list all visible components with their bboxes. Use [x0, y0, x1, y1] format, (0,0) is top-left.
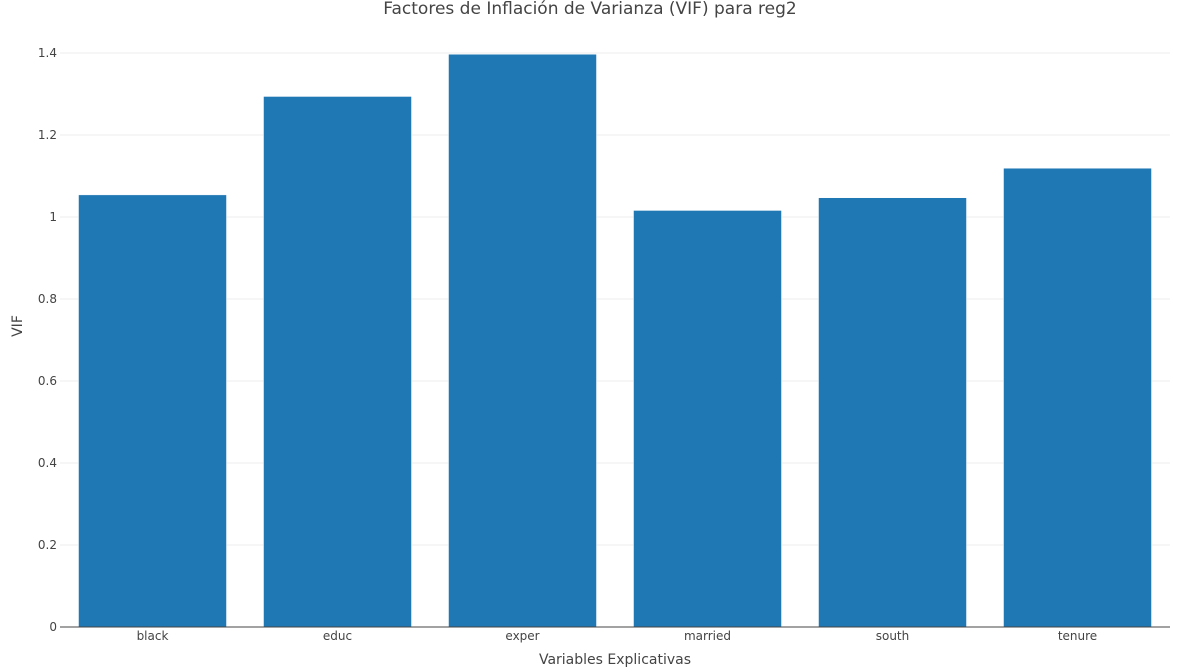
- y-tick-label: 0.6: [38, 374, 57, 388]
- x-tick-label: south: [876, 629, 910, 643]
- y-axis-title: VIF: [10, 315, 26, 337]
- x-tick-label: educ: [323, 629, 352, 643]
- bar-exper[interactable]: [448, 53, 597, 628]
- bar-educ[interactable]: [263, 96, 412, 628]
- y-tick-label: 1: [49, 210, 57, 224]
- x-axis-title: Variables Explicativas: [539, 652, 691, 667]
- y-tick-label: 1.4: [38, 46, 57, 60]
- y-tick-label: 0.8: [38, 292, 57, 306]
- bar-south[interactable]: [818, 197, 967, 628]
- x-tick-label: tenure: [1058, 629, 1097, 643]
- y-tick-label: 0: [49, 620, 57, 634]
- bar-married[interactable]: [633, 210, 782, 628]
- y-tick-label: 0.2: [38, 538, 57, 552]
- chart-title: Factores de Inflación de Varianza (VIF) …: [383, 0, 796, 19]
- x-tick-label: exper: [505, 629, 539, 643]
- y-tick-label: 1.2: [38, 128, 57, 142]
- x-tick-label: black: [137, 629, 169, 643]
- bar-black[interactable]: [78, 194, 227, 628]
- x-tick-label: married: [684, 629, 731, 643]
- bar-tenure[interactable]: [1003, 167, 1152, 628]
- y-tick-label: 0.4: [38, 456, 57, 470]
- bars-layer: [78, 53, 1152, 628]
- axis-layer: 0 0.2 0.4 0.6 0.8 1 1.2 1.4 black educ exper marrie…: [38, 46, 1170, 643]
- grid-layer: [60, 52, 1170, 546]
